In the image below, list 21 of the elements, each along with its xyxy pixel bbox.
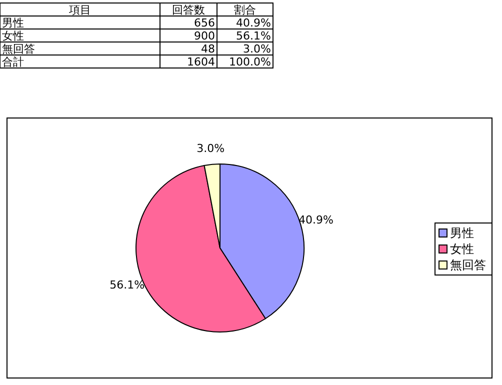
text: 1604 [187,56,215,68]
text: 56.1% [236,30,271,42]
text: 3.0% [243,42,271,56]
legend-label: 無回答 [450,258,486,272]
text: 割合 [234,4,256,16]
text: 項目 [69,4,91,16]
data-label: 3.0% [196,142,225,155]
text: 回答数 [172,4,205,16]
category-label: 無回答 [2,42,35,56]
text: 40.9% [236,16,271,30]
data-label: 56.1% [110,278,145,292]
legend-label: 男性 [450,226,474,240]
category-label: 女性 [2,30,24,42]
data-label: 40.9% [298,213,334,226]
legend-label: 女性 [450,242,474,256]
text: 900 [194,30,215,42]
text: 48 [201,42,215,56]
category-label: 男性 [2,16,24,30]
text: 合計 [2,56,24,68]
text: 656 [194,16,215,30]
text: 100.0% [229,56,271,68]
